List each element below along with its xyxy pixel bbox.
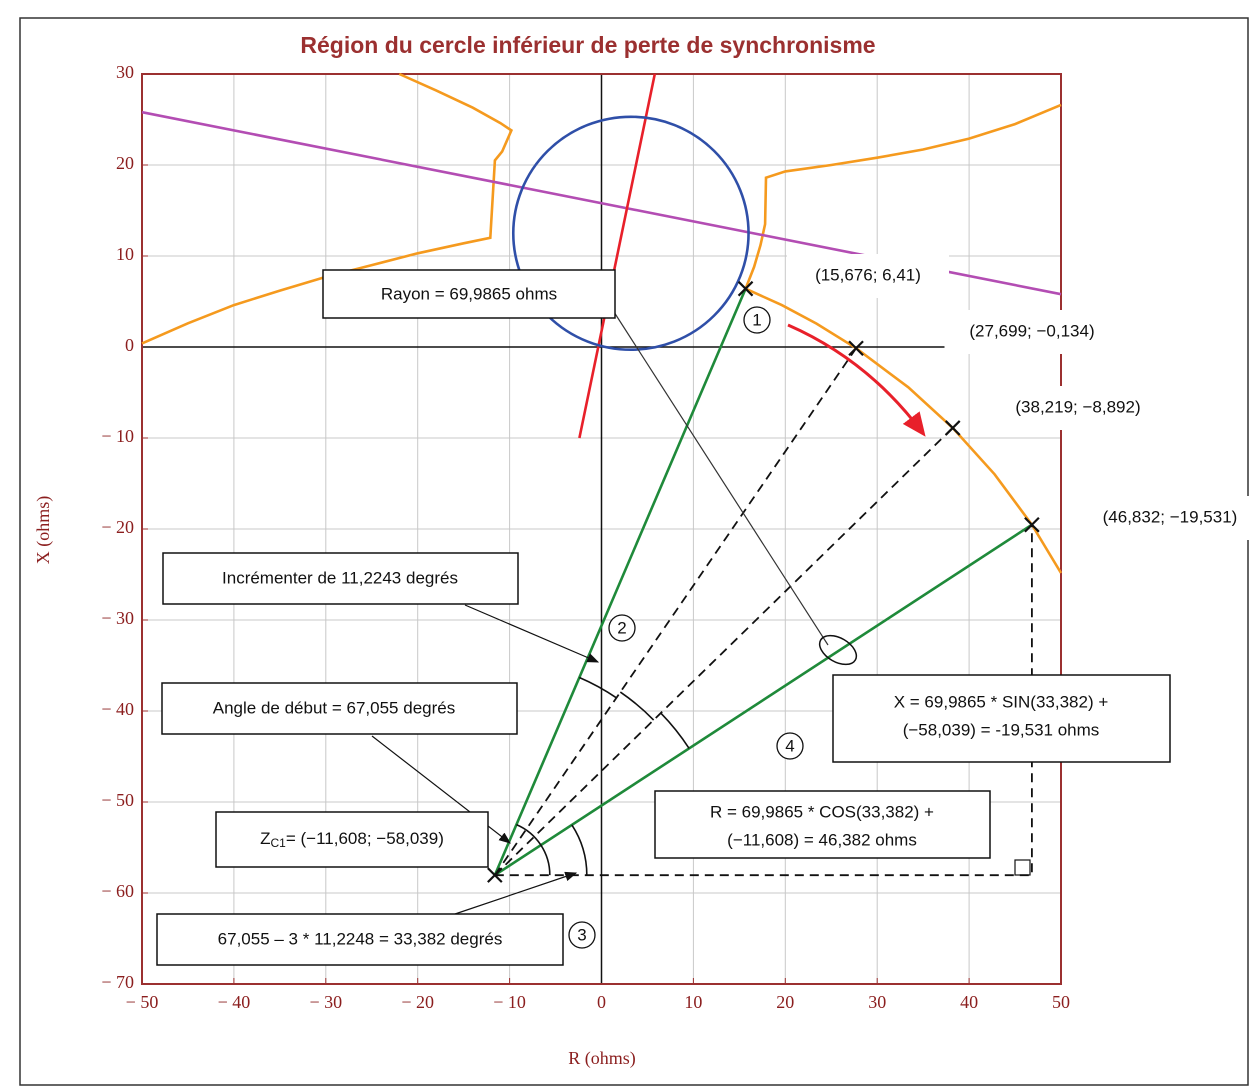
x-tick-label: 50 [1052,992,1070,1012]
text: = (−11,608; −58,039) [286,829,444,848]
step-circle [608,614,636,642]
annotation: X = 69,9865 * SIN(33,382) + [894,692,1109,711]
series-line [743,103,1063,574]
point-marker [1024,516,1040,533]
circle [511,115,750,352]
series-line [494,347,857,876]
leader [464,604,600,663]
angle-arc [516,823,551,876]
label-background [944,310,1120,354]
series-line [494,524,1033,877]
annotation-box [654,790,991,859]
point-label: (38,219; −8,892) [1015,397,1140,416]
label-background [990,386,1166,430]
step-circle [743,306,771,334]
annotation: Angle de début = 67,055 degrés [213,698,455,717]
point-marker [848,340,864,356]
chart-title: Région du cercle inférieur de perte de s… [300,32,875,58]
point-marker [737,280,754,297]
angle-arc [660,712,690,749]
step-circle [776,732,804,760]
x-tick-label: 0 [597,992,606,1012]
annotation-box [156,913,564,966]
direction-arrow [787,323,926,437]
x-tick-label: − 50 [126,992,159,1012]
annotation-box [162,552,519,605]
x-tick-label: 40 [960,992,978,1012]
point-label: (27,699; −0,134) [969,321,1094,340]
y-tick-label: − 40 [101,699,134,719]
y-tick-label: − 70 [101,972,134,992]
x-tick-label: − 20 [401,992,434,1012]
series-line [494,427,954,876]
subscript: C1 [271,836,287,850]
series-line [493,288,747,876]
step-label: 2 [617,618,626,637]
plot-border [141,73,1062,985]
point-label: (15,676; 6,41) [815,265,921,284]
annotation-box [322,269,616,319]
y-tick-label: 30 [116,62,134,82]
point-cross [737,280,754,297]
leader [613,311,829,646]
annotation: (−11,608) = 46,382 ohms [727,830,917,849]
point-cross [848,340,864,356]
x-tick-label: 10 [684,992,702,1012]
series-line [494,523,1033,877]
y-tick-label: 10 [116,244,134,264]
y-axis-label: X (ohms) [33,496,54,565]
step-circle [568,921,596,949]
x-tick-label: − 40 [218,992,251,1012]
y-tick-label: − 60 [101,881,134,901]
angle-arc [619,691,655,721]
x-tick-label: 30 [868,992,886,1012]
x-axis-label: R (ohms) [568,1048,636,1069]
y-tick-label: − 50 [101,790,134,810]
annotation: Incrémenter de 11,2243 degrés [222,568,458,587]
y-tick-label: − 10 [101,426,134,446]
y-tick-label: 20 [116,153,134,173]
y-tick-label: − 20 [101,517,134,537]
point-cross [944,420,961,436]
symbol: Z [260,829,270,848]
annotation: (−58,039) = -19,531 ohms [903,720,1100,739]
annotation-box [832,674,1171,763]
annotation-box [215,811,489,868]
right-angle [1014,859,1031,876]
step-label: 4 [785,736,794,755]
annotation-box [161,682,518,735]
point-marker [487,867,503,883]
annotation: Rayon = 69,9865 ohms [381,284,557,303]
point-cross [1024,516,1040,533]
step-label: 3 [577,925,586,944]
point-marker [944,420,961,436]
label-background [1090,496,1250,540]
step-label: 1 [752,310,761,329]
plot: − 50− 40− 30− 20− 10 0 10 20 30 40 50− 70− 60−… [101,62,1070,1012]
radius-marker [818,634,858,666]
series-line [578,73,657,439]
y-tick-label: − 30 [101,608,134,628]
angle-arc [571,824,588,876]
annotation: ZC1= (−11,608; −58,039) [260,829,444,850]
label-background [787,254,949,298]
point-cross [487,867,503,883]
angle-arc [579,676,617,699]
x-tick-label: 20 [776,992,794,1012]
annotations: Rayon = 69,9865 ohms Incrémenter de 11,2… [156,254,1250,966]
point-label: (46,832; −19,531) [1103,507,1238,526]
series-line [141,72,514,345]
leader [454,871,578,915]
y-tick-label: 0 [125,335,134,355]
x-tick-label: − 10 [493,992,526,1012]
annotation: R = 69,9865 * COS(33,382) + [710,802,934,821]
x-tick-label: − 30 [309,992,342,1012]
annotation: 67,055 – 3 * 11,2248 = 33,382 degrés [218,929,503,948]
